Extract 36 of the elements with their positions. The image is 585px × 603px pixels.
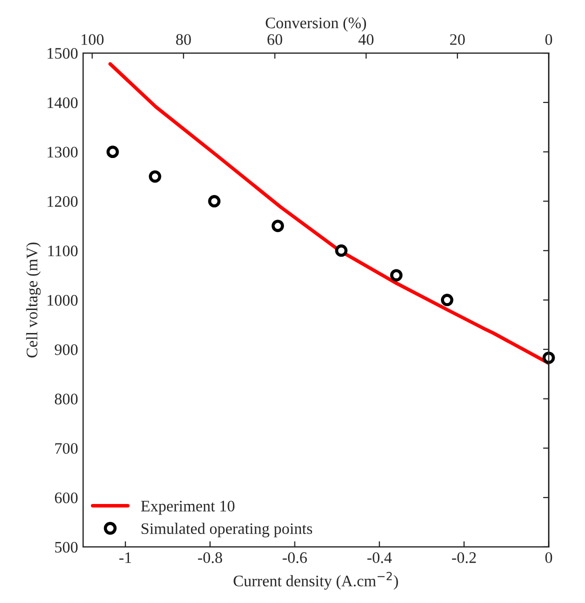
y-tick-label: 1500 [48,48,78,59]
y-axis-title: Cell voltage (mV) [26,242,41,358]
legend-label: Experiment 10 [141,500,234,515]
y-tick-label: 700 [55,443,78,454]
x2-tick-label: 100 [82,34,104,45]
y-tick-label: 1400 [48,97,78,108]
point [208,195,220,208]
x-tick-label: -0.8 [198,552,222,564]
point [335,244,348,257]
x-tick-label: -0.4 [367,552,392,564]
x2-tick-label: 60 [268,34,282,45]
point [440,294,454,306]
point [542,352,555,364]
y-tick-label: 1300 [48,146,78,158]
x-tick-label: -0.2 [452,552,476,564]
x-tick-label: -0.6 [282,552,307,564]
y-tick-label: 600 [54,492,78,504]
y-tick-label: 1200 [48,196,78,207]
point [390,269,403,282]
x2-tick-label: 40 [358,34,374,45]
x2-tick-label: 20 [450,34,465,45]
y-tick-label: 500 [55,542,78,553]
y-tick-label: 900 [54,344,78,356]
y-tick-label: 1100 [48,246,78,256]
legend-label: Simulated operating points [142,522,312,538]
x-axis-title: Current density (A.cm$^{−2}$) [234,572,398,590]
x2-tick-label: 80 [176,34,191,45]
point [148,170,162,183]
point [272,220,284,232]
x-tick-label: 0 [545,552,552,564]
y-tick-label: 1000 [48,294,78,306]
x2-tick-label: 0 [545,34,552,45]
x2-axis-title: Conversion (%) [266,17,366,32]
y-tick-label: 800 [54,394,78,404]
x-tick-label: -1 [119,552,132,563]
point [106,146,119,158]
